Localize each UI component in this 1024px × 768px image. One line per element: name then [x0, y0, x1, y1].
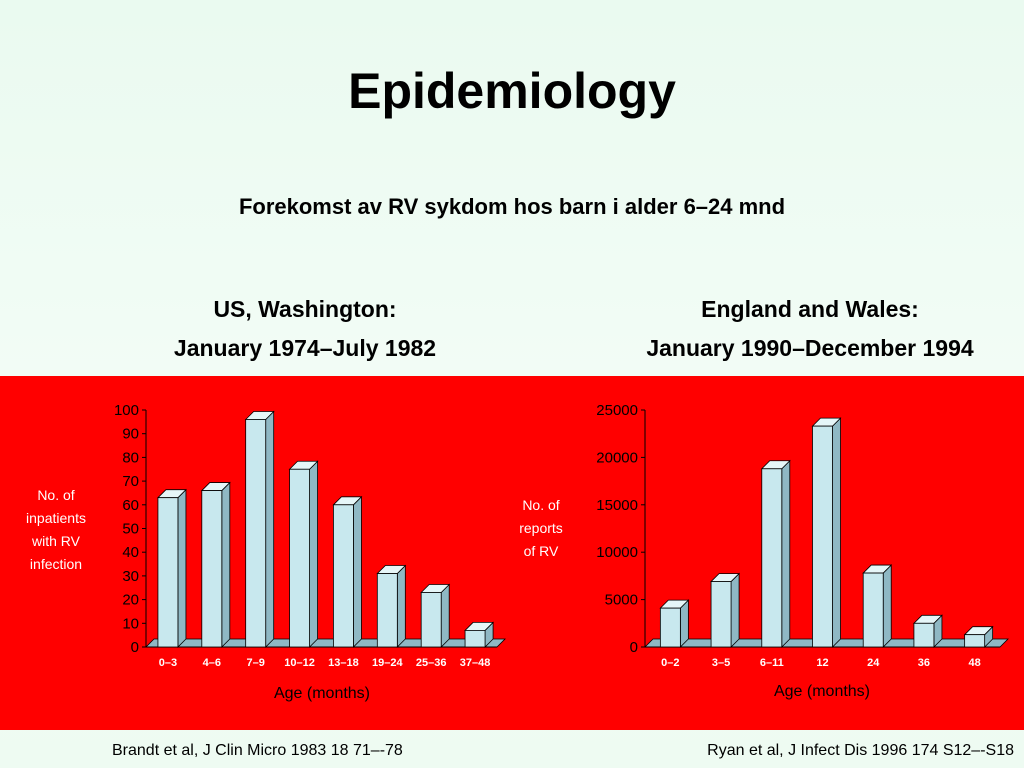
- left-y-tick-label: 80: [122, 449, 139, 466]
- right-x-tick-label: 48: [969, 657, 981, 669]
- left-ylabel-line: No. of: [37, 487, 75, 503]
- left-x-tick-label: 10–12: [284, 657, 315, 669]
- left-bar-side: [309, 460, 318, 648]
- right-bar: [964, 634, 986, 648]
- right-bar: [913, 622, 935, 648]
- right-bar: [710, 581, 732, 648]
- left-y-tick-label: 0: [131, 639, 139, 656]
- left-bar: [333, 504, 354, 648]
- left-bar: [245, 419, 267, 648]
- right-x-tick-label: 36: [918, 657, 930, 669]
- left-y-tick-label: 70: [122, 473, 139, 490]
- right-bar-side: [882, 564, 892, 648]
- left-y-tick-label: 100: [114, 402, 139, 419]
- left-bar-side: [396, 564, 406, 648]
- left-y-tick-label: 90: [122, 426, 139, 443]
- left-bar-side: [177, 488, 187, 648]
- left-x-tick-label: 4–6: [203, 657, 221, 669]
- left-x-tick-label: 19–24: [372, 657, 403, 669]
- left-bar-side: [221, 481, 231, 648]
- left-x-tick-label: 7–9: [247, 657, 265, 669]
- right-ylabel-line: reports: [519, 520, 563, 536]
- bar-charts: 0 10 20 30 40 50 60 70 80 90 100 0–3 4–6 7–9 10–12 13–1…: [114, 402, 1009, 702]
- left-x-axis-label: Age (months): [274, 685, 370, 702]
- right-ylabel-line: No. of: [522, 497, 560, 513]
- right-bar-side: [781, 459, 791, 648]
- right-x-tick-label: 12: [816, 657, 828, 669]
- left-bar: [289, 468, 310, 648]
- left-y-axis-label: No. of inpatients with RV infection: [4, 484, 108, 576]
- right-y-tick-label: 0: [630, 639, 638, 656]
- left-citation: Brandt et al, J Clin Micro 1983 18 71–-7…: [112, 742, 403, 759]
- right-y-tick-label: 15000: [596, 497, 638, 514]
- left-heading-line-1: US, Washington:: [213, 296, 397, 322]
- slide-subtitle: Forekomst av RV sykdom hos barn i alder …: [238, 194, 786, 219]
- left-chart-heading: US, Washington: January 1974–July 1982: [100, 290, 510, 368]
- right-x-tick-label: 0–2: [661, 657, 679, 669]
- right-x-tick-label: 3–5: [712, 657, 730, 669]
- left-chart-floor: [145, 638, 506, 648]
- slide-title: Epidemiology: [348, 63, 676, 119]
- right-bar: [862, 572, 884, 648]
- left-ylabel-line: inpatients: [26, 510, 86, 526]
- left-y-tick-label: 60: [122, 497, 139, 514]
- left-y-tick-label: 40: [122, 544, 139, 561]
- left-bar-side: [265, 410, 275, 648]
- right-bar: [761, 468, 783, 648]
- right-heading-line-2: January 1990–December 1994: [646, 335, 974, 361]
- right-heading-line-1: England and Wales:: [701, 296, 919, 322]
- left-bar: [420, 592, 442, 648]
- right-y-tick-label: 5000: [605, 592, 638, 609]
- left-bar: [201, 490, 223, 648]
- right-bar-side: [730, 572, 740, 648]
- right-y-axis-label: No. of reports of RV: [500, 494, 582, 563]
- left-y-tick-label: 20: [122, 592, 139, 609]
- left-bar-side: [353, 495, 362, 648]
- right-y-tick-label: 20000: [596, 449, 638, 466]
- left-heading-line-2: January 1974–July 1982: [173, 335, 437, 361]
- left-x-tick-label: 13–18: [328, 657, 359, 669]
- left-x-tick-label: 37–48: [460, 657, 491, 669]
- right-citation: Ryan et al, J Infect Dis 1996 174 S12–-S…: [707, 742, 1014, 759]
- left-x-tick-label: 25–36: [416, 657, 447, 669]
- right-bar: [812, 425, 833, 648]
- left-x-tick-label: 0–3: [159, 657, 177, 669]
- right-y-tick-label: 25000: [596, 402, 638, 419]
- left-y-tick-label: 50: [122, 521, 139, 538]
- left-bar: [376, 573, 398, 648]
- left-y-tick-label: 30: [122, 568, 139, 585]
- right-ylabel-line: of RV: [523, 543, 559, 559]
- right-bar: [659, 607, 681, 648]
- right-bar-side: [832, 417, 841, 648]
- right-chart-heading: England and Wales: January 1990–December…: [585, 290, 1024, 368]
- right-x-tick-label: 6–11: [760, 657, 784, 669]
- right-x-axis-label: Age (months): [774, 683, 870, 700]
- left-bar-side: [440, 583, 450, 648]
- right-y-tick-label: 10000: [596, 544, 638, 561]
- left-bar: [157, 497, 179, 648]
- left-y-tick-label: 10: [122, 615, 139, 632]
- left-ylabel-line: with RV: [32, 533, 80, 549]
- left-ylabel-line: infection: [29, 556, 83, 572]
- left-bar: [464, 630, 486, 648]
- right-x-tick-label: 24: [867, 657, 880, 669]
